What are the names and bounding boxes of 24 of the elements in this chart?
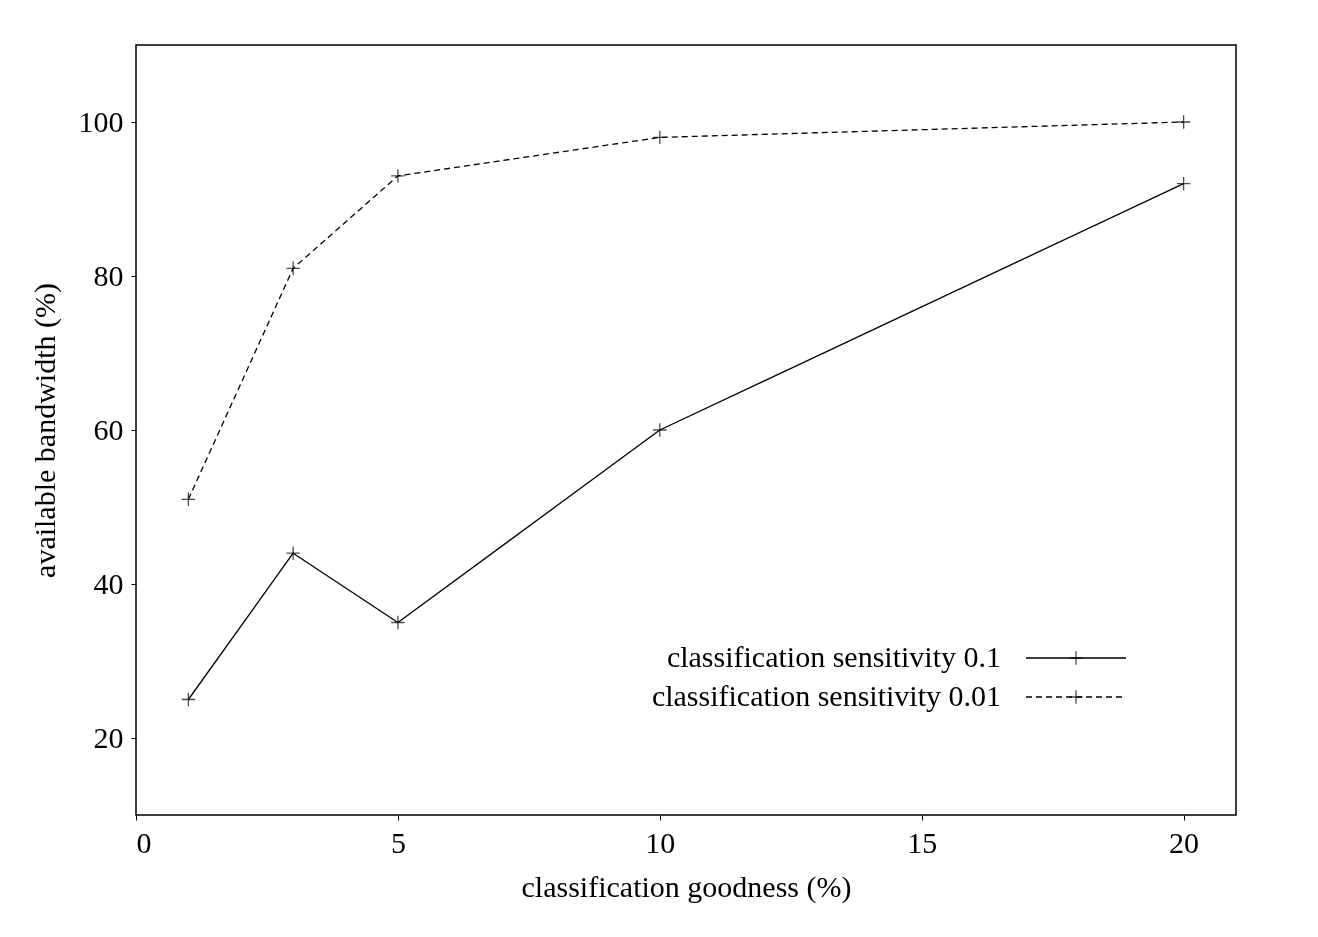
point [181, 491, 196, 507]
legend-label: classification sensitivity 0.1 [666, 640, 1001, 673]
point [1176, 114, 1191, 130]
x-tick-label: 5 [390, 825, 406, 859]
y-tick-label: 60 [93, 412, 124, 446]
y-tick-label: 80 [93, 258, 124, 292]
y-tick-label: 20 [93, 720, 124, 754]
point [285, 545, 301, 561]
x-axis-title: classification goodness (%) [521, 869, 852, 904]
x-tick-label: 0 [136, 825, 152, 859]
point [390, 168, 406, 184]
point [652, 130, 668, 145]
x-tick-label: 10 [645, 825, 676, 859]
point [285, 260, 301, 276]
point [652, 422, 668, 438]
point [390, 615, 406, 630]
x-tick-label: 15 [907, 825, 938, 859]
point [1176, 176, 1191, 191]
y-axis-title: available bandwidth (%) [27, 283, 62, 578]
legend-label: classification sensitivity 0.01 [651, 679, 1001, 712]
y-tick-label: 40 [93, 566, 124, 600]
point [181, 692, 196, 707]
x-tick-label: 20 [1169, 825, 1200, 859]
y-tick-label: 100 [78, 104, 124, 138]
